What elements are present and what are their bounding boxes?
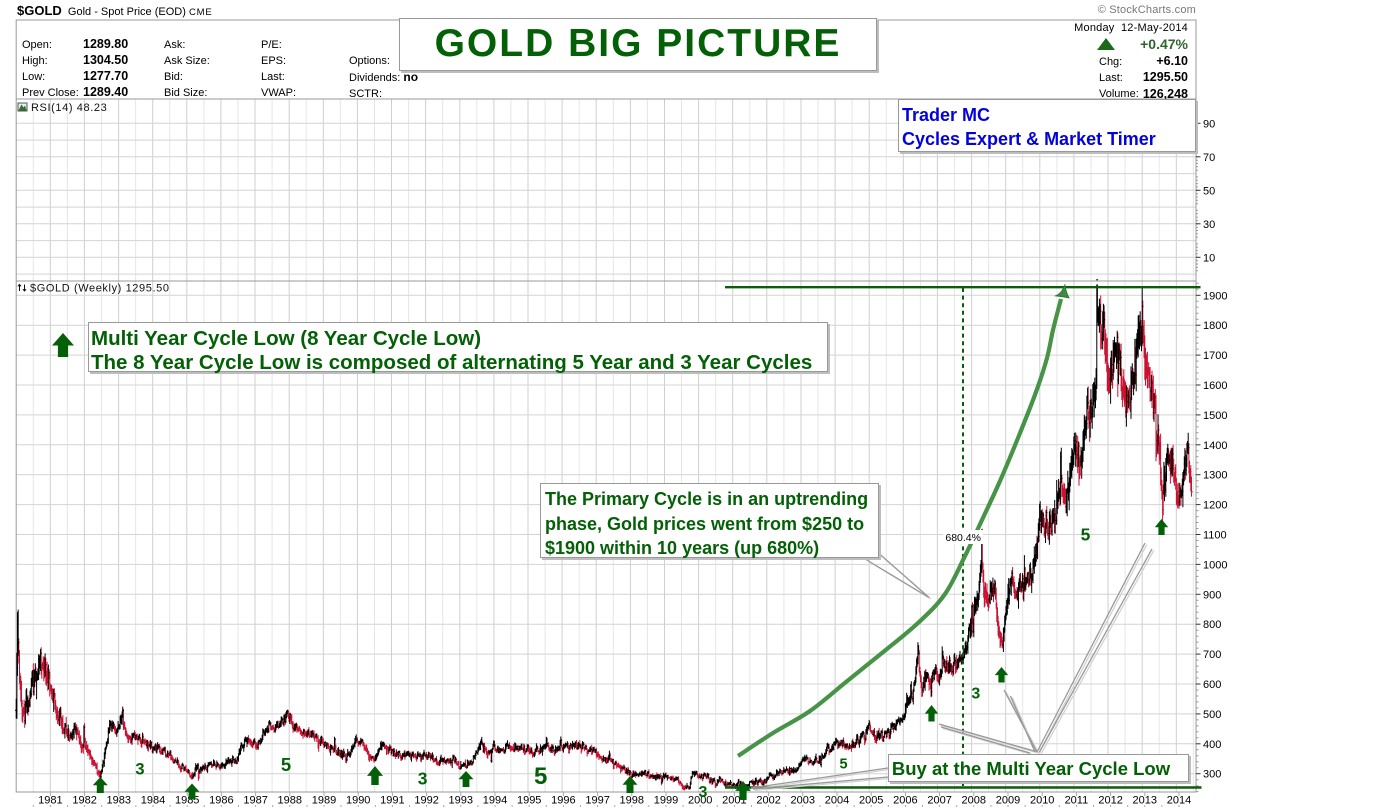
svg-text:5: 5: [281, 754, 291, 775]
svg-text:1991: 1991: [380, 795, 404, 807]
svg-text:1981: 1981: [38, 795, 62, 807]
svg-text:3: 3: [699, 784, 708, 801]
svg-text:1985: 1985: [175, 795, 199, 807]
svg-text:2006: 2006: [893, 795, 917, 807]
svg-text:600: 600: [1203, 679, 1221, 691]
svg-text:3: 3: [971, 686, 980, 703]
svg-text:2011: 2011: [1065, 795, 1089, 807]
svg-text:2010: 2010: [1030, 795, 1054, 807]
svg-text:1982: 1982: [72, 795, 96, 807]
svg-text:1989: 1989: [312, 795, 336, 807]
svg-text:3: 3: [135, 761, 144, 779]
svg-text:$GOLD (Weekly) 1295.50: $GOLD (Weekly) 1295.50: [30, 283, 170, 295]
svg-text:70: 70: [1203, 152, 1215, 164]
svg-text:2000: 2000: [688, 795, 712, 807]
svg-text:1300: 1300: [1203, 470, 1227, 482]
svg-text:680.4%: 680.4%: [945, 532, 981, 544]
svg-text:1990: 1990: [346, 795, 370, 807]
svg-text:RSI(14) 48.23: RSI(14) 48.23: [31, 102, 107, 114]
svg-text:5: 5: [840, 757, 848, 773]
svg-text:1700: 1700: [1203, 350, 1227, 362]
svg-text:1999: 1999: [654, 795, 678, 807]
svg-text:2002: 2002: [756, 795, 780, 807]
svg-text:1987: 1987: [243, 795, 267, 807]
svg-text:1900: 1900: [1203, 290, 1227, 302]
svg-text:1400: 1400: [1203, 440, 1227, 452]
svg-text:1500: 1500: [1203, 410, 1227, 422]
svg-text:1100: 1100: [1203, 530, 1227, 542]
svg-text:900: 900: [1203, 589, 1221, 601]
svg-text:1988: 1988: [278, 795, 302, 807]
svg-text:300: 300: [1203, 769, 1221, 781]
svg-text:50: 50: [1203, 185, 1215, 197]
svg-text:1994: 1994: [483, 795, 507, 807]
svg-text:1600: 1600: [1203, 380, 1227, 392]
svg-text:1992: 1992: [414, 795, 438, 807]
svg-text:1993: 1993: [449, 795, 473, 807]
svg-text:1983: 1983: [107, 795, 131, 807]
svg-text:2003: 2003: [791, 795, 815, 807]
svg-text:1200: 1200: [1203, 500, 1227, 512]
svg-text:2005: 2005: [859, 795, 883, 807]
svg-text:1995: 1995: [517, 795, 541, 807]
svg-text:2004: 2004: [825, 795, 849, 807]
svg-text:2009: 2009: [996, 795, 1020, 807]
svg-text:2007: 2007: [927, 795, 951, 807]
svg-text:30: 30: [1203, 219, 1215, 231]
svg-text:90: 90: [1203, 118, 1215, 130]
svg-text:1996: 1996: [551, 795, 575, 807]
svg-text:1997: 1997: [585, 795, 609, 807]
svg-text:10: 10: [1203, 252, 1215, 264]
svg-text:2008: 2008: [962, 795, 986, 807]
svg-text:700: 700: [1203, 649, 1221, 661]
svg-text:1800: 1800: [1203, 320, 1227, 332]
svg-text:500: 500: [1203, 709, 1221, 721]
svg-text:2013: 2013: [1133, 795, 1157, 807]
svg-text:5: 5: [534, 763, 547, 790]
svg-text:3: 3: [418, 769, 428, 789]
svg-text:1998: 1998: [620, 795, 644, 807]
svg-text:1984: 1984: [141, 795, 165, 807]
svg-text:2012: 2012: [1098, 795, 1122, 807]
svg-text:800: 800: [1203, 619, 1221, 631]
svg-text:5: 5: [1081, 525, 1091, 545]
svg-text:1000: 1000: [1203, 559, 1227, 571]
svg-text:400: 400: [1203, 739, 1221, 751]
svg-text:1986: 1986: [209, 795, 233, 807]
svg-text:2014: 2014: [1167, 795, 1191, 807]
